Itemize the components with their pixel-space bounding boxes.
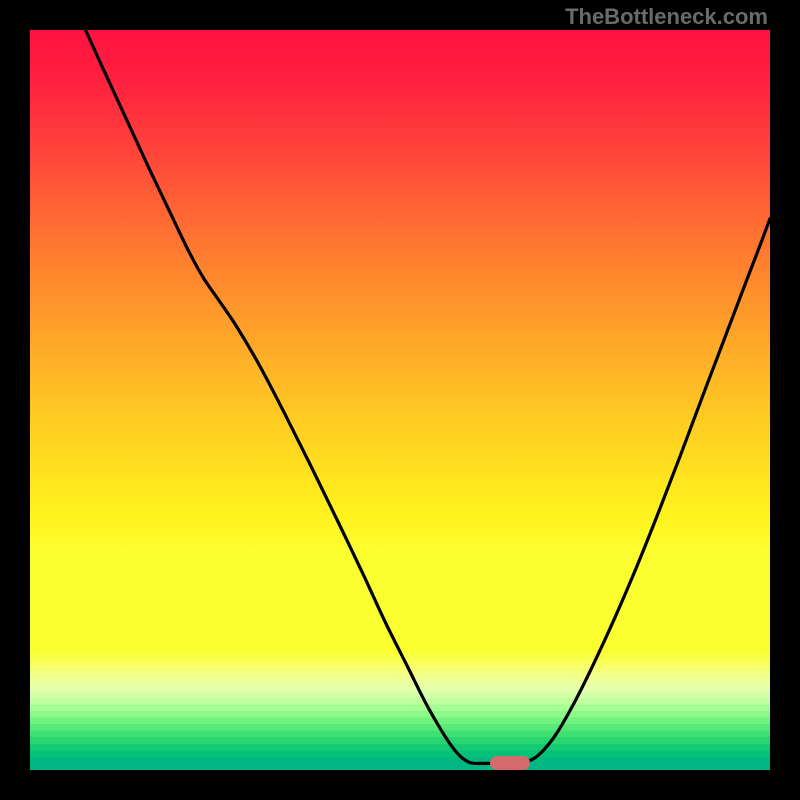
plot-area bbox=[30, 30, 770, 770]
optimal-marker bbox=[490, 756, 530, 770]
background-gradient-top bbox=[30, 30, 770, 652]
chart-container: TheBottleneck.com bbox=[0, 0, 800, 800]
background-gradient-bottom-bands bbox=[30, 652, 770, 770]
watermark-text: TheBottleneck.com bbox=[565, 4, 768, 30]
